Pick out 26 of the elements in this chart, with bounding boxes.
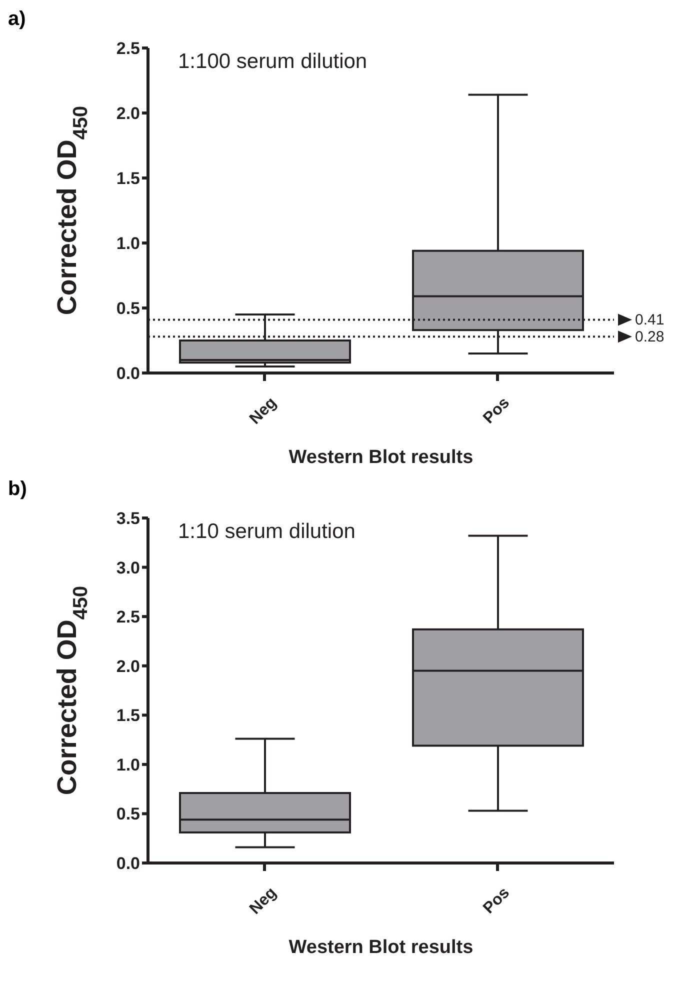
y-tick-label: 3.0 bbox=[116, 558, 140, 578]
chart-title: a) bbox=[8, 8, 26, 31]
ref-line-label: 0.41 bbox=[635, 312, 664, 329]
x-axis-title: Western Blot results bbox=[288, 447, 474, 468]
y-tick-label: 1.5 bbox=[116, 169, 140, 188]
y-tick-label: 1.5 bbox=[116, 706, 140, 726]
x-tick-label: Pos bbox=[480, 884, 514, 918]
y-tick-label: 1.0 bbox=[116, 755, 140, 774]
y-tick-label: 0.0 bbox=[116, 364, 140, 384]
x-tick-label: Neg bbox=[246, 394, 280, 428]
chart-title: b) bbox=[8, 478, 27, 501]
x-tick-label: Neg bbox=[246, 884, 280, 918]
y-tick-label: 0.0 bbox=[116, 854, 140, 874]
y-tick-label: 1.0 bbox=[116, 234, 140, 254]
y-tick-label: 0.5 bbox=[116, 804, 140, 824]
annotation: 1:100 serum dilution bbox=[178, 50, 368, 74]
annotation: 1:10 serum dilution bbox=[178, 520, 356, 544]
x-axis-title: Western Blot results bbox=[288, 937, 474, 958]
y-tick-label: 0.5 bbox=[116, 299, 140, 318]
ref-line-label: 0.28 bbox=[635, 328, 664, 346]
x-tick-label: Pos bbox=[480, 394, 514, 428]
y-tick-label: 2.0 bbox=[116, 104, 140, 124]
y-tick-label: 2.5 bbox=[116, 39, 140, 58]
y-tick-label: 3.5 bbox=[116, 509, 140, 528]
y-tick-label: 2.5 bbox=[116, 608, 140, 627]
y-tick-label: 2.0 bbox=[116, 656, 140, 676]
